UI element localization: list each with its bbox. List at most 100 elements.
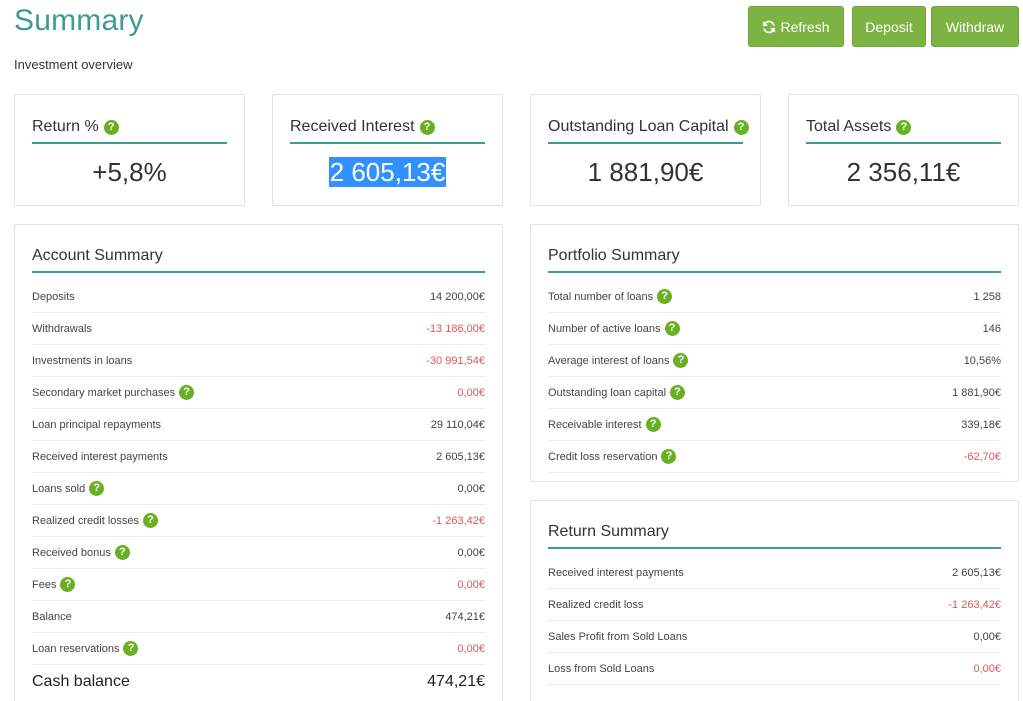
summary-row: Withdrawals -13 186,00€ [32,313,485,345]
row-value: 29 110,04€ [430,418,485,431]
row-value: -13 186,00€ [426,322,485,335]
deposit-button-label: Deposit [865,18,913,35]
row-label: Receivable interest [548,418,642,431]
summary-row: Secondary market purchases? 0,00€ [32,377,485,409]
summary-row: Deposits 14 200,00€ [32,281,485,313]
row-value: 0,00€ [973,630,1001,643]
summary-row: Investments in loans -30 991,54€ [32,345,485,377]
row-value: -62,70€ [963,450,1001,463]
kpi-value-wrapper: 2 605,13€ [273,157,502,188]
row-label: Loan reservations [32,642,120,655]
return-summary-rows: Received interest payments 2 605,13€ Reali… [548,557,1001,685]
row-label: Loss from Sold Loans [548,662,655,675]
summary-row: Loan principal repayments 29 110,04€ [32,409,485,441]
row-value: -1 263,42€ [432,514,485,527]
divider [290,142,485,144]
row-value: 339,18€ [961,418,1001,431]
row-value: -1 263,42€ [948,598,1001,611]
summary-row: Realized credit loss -1 263,42€ [548,589,1001,621]
summary-row: Credit loss reservation? -62,70€ [548,441,1001,473]
help-icon[interactable]: ? [114,545,130,560]
row-label: Realized credit loss [548,598,644,611]
row-label-group: Realized credit loss [548,599,643,611]
summary-row: Loans sold? 0,00€ [32,473,485,505]
row-value: 1 258 [973,290,1001,303]
help-icon[interactable]: ? [673,353,689,368]
help-icon[interactable]: ? [89,481,105,496]
withdraw-button[interactable]: Withdraw [931,6,1019,47]
row-value: 0,00€ [457,546,485,559]
help-icon[interactable]: ? [143,513,158,528]
row-label-group: Sales Profit from Sold Loans [548,631,687,643]
row-label-group: Number of active loans? [548,321,680,336]
row-label-group: Balance [32,611,72,623]
section-title: Return Summary [548,523,669,540]
cash-balance-label: Cash balance [32,673,130,690]
summary-row: Received interest payments 2 605,13€ [548,557,1001,589]
refresh-button[interactable]: Refresh [748,6,844,47]
row-label-group: Received interest payments [32,451,168,463]
row-value: 1 881,90€ [952,386,1001,399]
row-label-group: Investments in loans [32,355,132,367]
account-summary-rows: Deposits 14 200,00€ Withdrawals -13 186,00€… [32,281,485,699]
row-label: Total number of loans [548,290,654,303]
help-icon[interactable]: ? [664,321,680,336]
divider [32,142,227,144]
summary-row: Average interest of loans? 10,56% [548,345,1001,377]
cash-balance-row: Cash balance 474,21€ [32,665,485,699]
help-icon[interactable]: ? [670,385,686,400]
help-icon[interactable]: ? [896,119,912,135]
divider [548,547,1001,549]
deposit-button[interactable]: Deposit [852,6,926,47]
divider [548,271,1001,273]
summary-row: Number of active loans? 146 [548,313,1001,345]
page-subtitle: Investment overview [14,57,133,72]
refresh-button-label: Refresh [780,18,830,35]
row-label: Fees [32,578,57,591]
cash-balance-value: 474,21€ [427,673,485,690]
row-label: Loans sold [32,482,86,495]
row-label: Credit loss reservation [548,450,658,463]
section-title: Account Summary [32,247,163,264]
kpi-title: Total Assets ? [806,118,912,136]
help-icon[interactable]: ? [419,119,435,135]
row-value: 0,00€ [457,386,485,399]
row-label-group: Realized credit losses? [32,513,158,528]
row-label: Loan principal repayments [32,418,162,431]
summary-row: Outstanding loan capital? 1 881,90€ [548,377,1001,409]
row-label-group: Total number of loans? [548,289,673,304]
help-icon[interactable]: ? [733,119,749,135]
refresh-icon [763,20,776,33]
help-icon[interactable]: ? [661,449,677,464]
help-icon[interactable]: ? [123,641,139,656]
summary-row: Receivable interest? 339,18€ [548,409,1001,441]
row-label: Average interest of loans [548,354,670,367]
help-icon[interactable]: ? [657,289,673,304]
return-summary-panel: Return Summary Received interest payment… [530,500,1019,701]
kpi-card-return: Return % ? +5,8% [14,94,245,206]
help-icon[interactable]: ? [60,577,76,592]
help-icon[interactable]: ? [103,119,119,135]
row-label-group: Fees? [32,577,76,592]
kpi-value: 1 881,90€ [587,157,704,187]
row-label-group: Average interest of loans? [548,353,689,368]
row-value: 0,00€ [457,482,485,495]
summary-row: Received bonus? 0,00€ [32,537,485,569]
summary-row: Loan reservations? 0,00€ [32,633,485,665]
row-value: -30 991,54€ [426,354,485,367]
divider [548,142,743,144]
row-label: Investments in loans [32,354,133,367]
row-label-group: Loans sold? [32,481,105,496]
help-icon[interactable]: ? [645,417,661,432]
row-value: 0,00€ [457,642,485,655]
row-label-group: Received interest payments [548,567,684,579]
summary-row: Fees? 0,00€ [32,569,485,601]
help-icon[interactable]: ? [179,385,195,400]
row-value: 14 200,00€ [429,290,485,303]
kpi-card-total-assets: Total Assets ? 2 356,11€ [788,94,1019,206]
account-summary-panel: Account Summary Deposits 14 200,00€ Withdr… [14,224,503,701]
summary-row: Received interest payments 2 605,13€ [32,441,485,473]
kpi-title: Received Interest ? [290,118,435,136]
row-label: Deposits [32,290,75,303]
summary-row: Total number of loans? 1 258 [548,281,1001,313]
